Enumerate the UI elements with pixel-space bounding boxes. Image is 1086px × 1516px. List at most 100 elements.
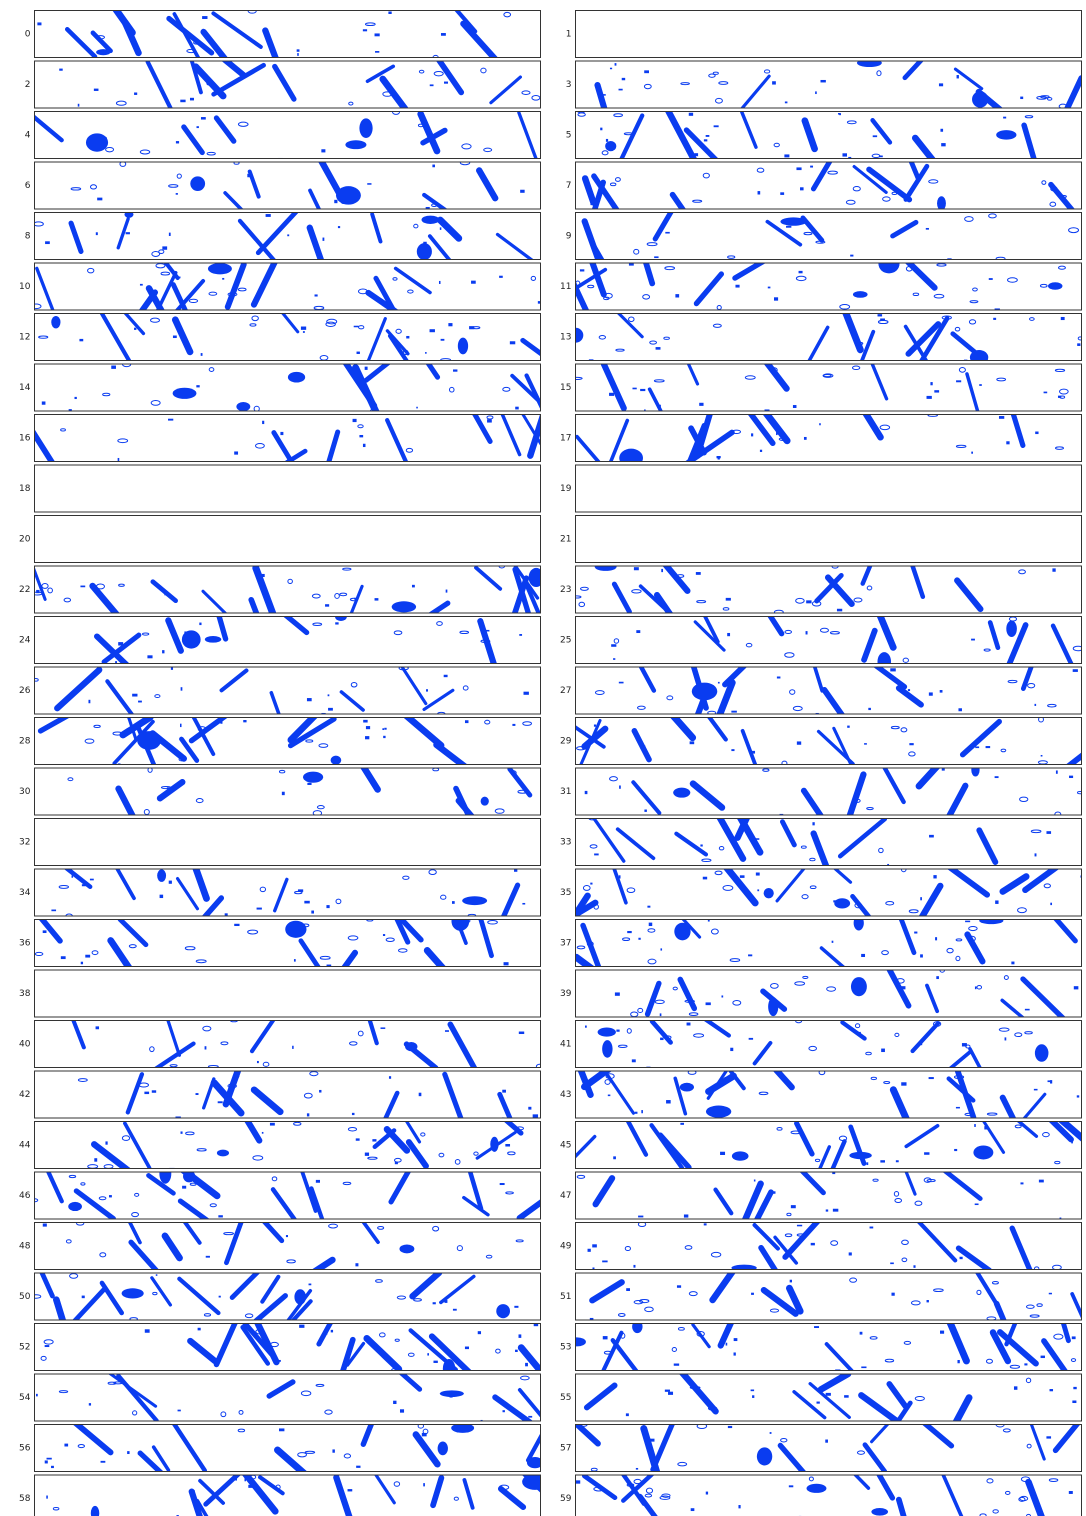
mask-stroke — [225, 193, 252, 221]
mask-dot — [520, 190, 524, 193]
panel-label: 39 — [560, 989, 572, 999]
mask-dot — [441, 339, 445, 341]
mask-dot — [649, 923, 653, 926]
mask-ring — [122, 1136, 129, 1141]
mask-blob — [190, 176, 205, 191]
mask-stroke — [919, 756, 946, 786]
mask-blob — [834, 898, 850, 908]
mask-ring — [457, 1246, 462, 1251]
mask-dot — [82, 884, 86, 886]
mask-ring — [785, 1234, 792, 1237]
mask-dot — [627, 931, 632, 933]
mask-ring — [263, 1062, 269, 1066]
mask-dot — [825, 1440, 828, 1443]
mask-ring — [894, 1191, 898, 1196]
mask-dot — [665, 1390, 670, 1392]
mask-dot — [592, 1244, 597, 1247]
mask-stroke — [873, 120, 890, 142]
mask-dot — [936, 976, 939, 979]
mask-ring — [106, 147, 114, 151]
mask-dot — [754, 1180, 756, 1182]
mask-dot — [97, 198, 102, 201]
mask-dot — [311, 911, 314, 914]
mask-stroke — [922, 886, 941, 918]
mask-dot — [1056, 770, 1058, 773]
mask-stroke — [1007, 1310, 1021, 1344]
mask-ring — [69, 1175, 75, 1177]
mask-dot — [89, 1403, 91, 1405]
mask-stroke — [476, 568, 500, 589]
mask-dot — [334, 200, 337, 203]
mask-dot — [444, 675, 448, 677]
mask-dot — [585, 1026, 587, 1028]
mask-stroke — [448, 0, 475, 31]
mask-ring — [959, 368, 965, 373]
mask-stroke — [1044, 1341, 1077, 1389]
mask-stroke — [570, 1418, 598, 1443]
mask-ring — [723, 886, 733, 891]
mask-dot — [873, 135, 877, 137]
mask-ring — [850, 1278, 857, 1282]
mask-dot — [797, 1225, 802, 1227]
mask-ring — [719, 82, 728, 85]
mask-dot — [365, 367, 368, 370]
mask-dot — [954, 1149, 957, 1151]
panel-label: 9 — [566, 232, 572, 242]
mask-ring — [855, 1024, 859, 1028]
mask-ring — [397, 1296, 405, 1299]
panel — [45, 1419, 551, 1481]
panel-label: 49 — [560, 1242, 572, 1252]
mask-dot — [37, 22, 41, 25]
mask-dot — [760, 450, 762, 452]
mask-ring — [503, 387, 510, 391]
mask-dot — [1020, 1182, 1023, 1184]
panel-label: 24 — [19, 636, 31, 646]
mask-dot — [700, 844, 702, 846]
mask-dot — [289, 94, 292, 96]
mask-dot — [502, 1090, 506, 1093]
panel-frame — [576, 1223, 1082, 1270]
mask-dot — [419, 1093, 422, 1096]
mask-dot — [810, 166, 813, 168]
mask-dot — [940, 1331, 944, 1334]
mask-dot — [144, 1092, 149, 1094]
mask-ring — [41, 1356, 46, 1360]
mask-stroke — [583, 925, 603, 978]
panel-label: 22 — [19, 585, 30, 595]
panel — [42, 353, 549, 422]
mask-dot — [880, 1160, 885, 1162]
mask-dot — [995, 900, 998, 903]
mask-blob — [768, 997, 778, 1016]
mask-stroke — [254, 254, 279, 305]
mask-dot — [440, 227, 442, 230]
mask-ring — [317, 806, 324, 809]
mask-dot — [533, 1114, 538, 1117]
mask-dot — [975, 746, 979, 748]
mask-ring — [408, 290, 413, 293]
mask-dot — [118, 458, 120, 461]
mask-stroke — [1024, 125, 1036, 167]
mask-stroke — [1047, 909, 1075, 941]
mask-blob — [972, 91, 988, 107]
mask-ring — [419, 70, 424, 73]
mask-dot — [279, 1428, 284, 1431]
mask-ring — [895, 1199, 902, 1203]
mask-blob — [236, 402, 250, 411]
mask-dot — [890, 1262, 894, 1264]
mask-dot — [115, 661, 117, 663]
panel-label: 13 — [560, 333, 571, 343]
mask-ring — [254, 406, 259, 411]
mask-ring — [504, 12, 511, 16]
mask-dot — [444, 82, 448, 84]
mask-ring — [1055, 369, 1064, 371]
mask-dot — [610, 68, 612, 70]
panel — [576, 906, 1075, 984]
mask-stroke — [830, 1141, 844, 1174]
mask-dot — [515, 1350, 518, 1352]
panel-frame — [576, 364, 1082, 411]
mask-stroke — [606, 420, 628, 474]
mask-stroke — [656, 553, 687, 591]
mask-stroke — [927, 986, 937, 1012]
mask-ring — [319, 744, 328, 748]
mask-dot — [277, 1360, 280, 1362]
